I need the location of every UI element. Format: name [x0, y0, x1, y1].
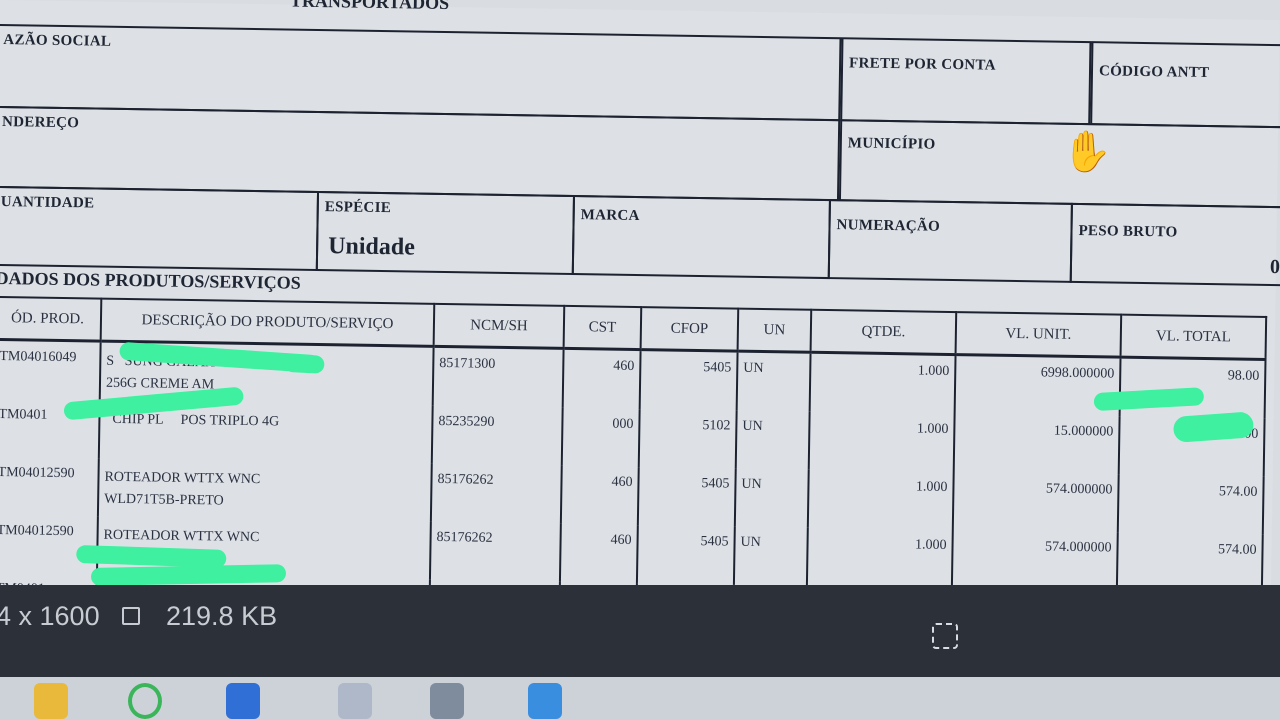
razao-social-field: AZÃO SOCIAL	[0, 23, 842, 122]
cell-ncm: 85171300	[432, 346, 564, 408]
frete-por-conta-field: FRETE POR CONTA	[840, 37, 1092, 126]
cell-cst: 460	[562, 348, 641, 410]
col-descricao: DESCRIÇÃO DO PRODUTO/SERVIÇO	[100, 298, 435, 347]
transport-section-title: TRANSPORTADOS	[289, 0, 450, 14]
col-vl-unit: VL. UNIT.	[955, 312, 1122, 358]
image-dimensions: 4 x 1600	[0, 601, 100, 631]
cell-qtde: 1.000	[809, 352, 956, 415]
cell-un: UN	[733, 526, 808, 586]
description-line: CHIP PL POS TRIPLO 4G	[105, 411, 280, 430]
col-ncm: NCM/SH	[433, 303, 565, 349]
store-app-icon[interactable]	[226, 683, 260, 719]
col-cfop: CFOP	[640, 307, 739, 352]
municipio-field: MUNICÍPIO	[838, 119, 1280, 209]
col-cst: CST	[563, 305, 642, 350]
col-un: UN	[737, 308, 812, 353]
image-viewer-bar: 4 x 1600 219.8 KB	[0, 585, 1280, 677]
col-cod-prod: ÓD. PROD.	[0, 296, 102, 342]
cell-cst: 460	[560, 465, 639, 526]
cell-vl-unit: 574.000000	[952, 472, 1119, 533]
cell-vl-total: 574.00	[1116, 532, 1263, 593]
cell-cst: 000	[561, 407, 640, 468]
cell-un: UN	[734, 468, 809, 528]
file-size: 219.8 KB	[166, 601, 278, 631]
cell-un: UN	[735, 410, 810, 470]
especie-field: ESPÉCIE Unidade	[315, 191, 576, 276]
invoice-document: TRANSPORTADOS AZÃO SOCIAL FRETE POR CONT…	[0, 0, 1280, 651]
taskbar	[0, 677, 1280, 720]
cell-qtde: 1.000	[806, 527, 953, 589]
quantidade-field: UANTIDADE	[0, 185, 320, 272]
whatsapp-icon[interactable]	[128, 683, 162, 719]
description-line: WLD71T5B-PRETO	[104, 491, 224, 509]
cell-cfop: 5405	[637, 467, 736, 527]
snipping-tool-icon[interactable]	[338, 683, 372, 719]
cell-un: UN	[736, 351, 811, 412]
marca-field: MARCA	[571, 195, 831, 280]
cell-qtde: 1.000	[808, 411, 955, 473]
numeracao-field: NUMERAÇÃO	[827, 199, 1073, 283]
cell-ncm: 85176262	[430, 463, 562, 524]
redaction-mark	[90, 564, 287, 586]
cell-vl-unit: 574.000000	[951, 530, 1118, 591]
cell-code: TM04016049	[0, 339, 101, 401]
cell-cfop: 5102	[638, 409, 737, 469]
cell-ncm: 85176262	[429, 521, 561, 582]
save-disk-icon	[122, 607, 140, 625]
cell-cst: 460	[559, 523, 638, 584]
cell-cfop: 5405	[639, 349, 738, 411]
cell-ncm: 85235290	[431, 405, 563, 466]
fit-screen-icon[interactable]	[932, 623, 958, 649]
photos-app-icon[interactable]	[528, 683, 562, 719]
endereco-field: NDEREÇO	[0, 105, 841, 202]
file-explorer-icon[interactable]	[34, 683, 68, 719]
codigo-antt-field: CÓDIGO ANTT	[1090, 41, 1280, 129]
cell-vl-unit: 15.000000	[953, 414, 1120, 475]
col-vl-total: VL. TOTAL	[1120, 314, 1267, 360]
col-qtde: QTDE.	[810, 309, 957, 355]
products-section-title: DADOS DOS PRODUTOS/SERVIÇOS	[0, 267, 301, 293]
cell-cfop: 5405	[636, 525, 735, 585]
hand-cursor-icon: ✋	[1062, 129, 1112, 174]
cell-vl-total: 574.00	[1117, 474, 1264, 535]
cell-qtde: 1.000	[807, 469, 954, 531]
peso-bruto-field: PESO BRUTO 0	[1069, 202, 1280, 287]
cell-code: TM04012590	[0, 456, 99, 517]
calculator-icon[interactable]	[430, 683, 464, 719]
